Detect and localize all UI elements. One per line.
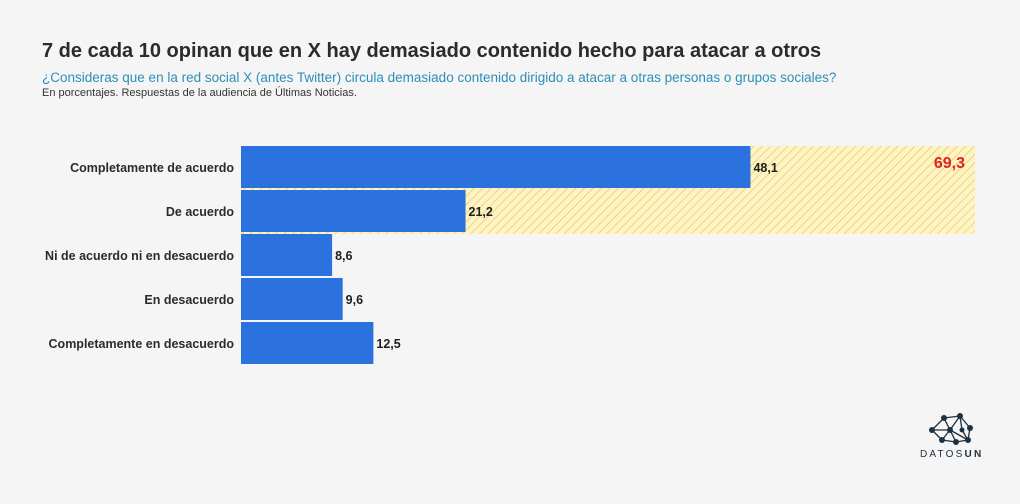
category-label: En desacuerdo: [144, 293, 234, 307]
chart-note: En porcentajes. Respuestas de la audienc…: [42, 87, 357, 99]
chart-subtitle: ¿Consideras que en la red social X (ante…: [42, 70, 837, 85]
category-label: Completamente de acuerdo: [70, 161, 234, 175]
bar-1: [241, 146, 751, 188]
highlight-total-label: 69,3: [934, 155, 965, 172]
value-label: 9,6: [346, 293, 363, 307]
value-label: 21,2: [469, 205, 493, 219]
brand-suffix: UN: [964, 449, 984, 460]
bar-chart: 69,3 Completamente de acuerdo 48,1 De acue…: [45, 146, 975, 364]
bar-5: [241, 322, 374, 364]
category-label: Completamente en desacuerdo: [49, 337, 235, 351]
value-label: 48,1: [753, 161, 777, 175]
value-label: 8,6: [335, 249, 352, 263]
category-label: De acuerdo: [166, 205, 234, 219]
chart-title: 7 de cada 10 opinan que en X hay demasia…: [42, 40, 822, 62]
category-label: Ni de acuerdo ni en desacuerdo: [45, 249, 234, 263]
bar-2: [241, 190, 466, 232]
network-nodes-icon: [929, 413, 973, 445]
bar-4: [241, 278, 343, 320]
value-label: 12,5: [376, 337, 400, 351]
bar-3: [241, 234, 333, 276]
brand-prefix: DATOS: [920, 449, 965, 460]
brand-logo: DATOSUN: [920, 449, 981, 460]
